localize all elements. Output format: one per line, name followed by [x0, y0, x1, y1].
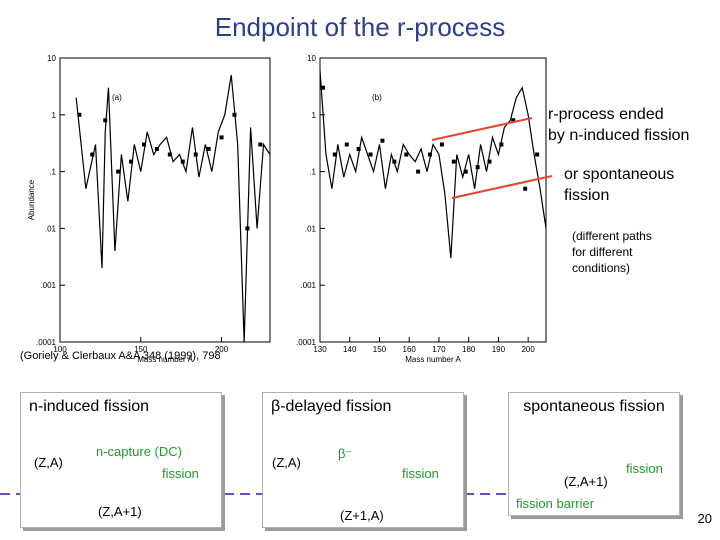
- abundance-point: [392, 159, 397, 164]
- abundance-line: [319, 70, 547, 259]
- abundance-point: [499, 142, 504, 147]
- spontaneous-title: spontaneous fission: [523, 398, 665, 415]
- abundance-point: [511, 118, 516, 123]
- label-fission-1: fission: [162, 466, 199, 481]
- x-tick-label: 150: [134, 345, 148, 354]
- annotation-paths-1: (different paths: [572, 229, 652, 243]
- x-tick-label: 170: [432, 345, 446, 354]
- x-tick-label: 190: [492, 345, 506, 354]
- abundance-point: [90, 152, 95, 157]
- label-fission-2: fission: [402, 466, 439, 481]
- label-fission-3: fission: [626, 461, 663, 476]
- y-tick-label: 1: [312, 111, 317, 120]
- y-tick-label: .001: [40, 281, 56, 290]
- abundance-point: [129, 159, 134, 164]
- beta-delayed-box: β-delayed fission: [262, 392, 464, 528]
- y-tick-label: .01: [45, 224, 57, 233]
- y-tick-label: .01: [305, 224, 317, 233]
- label-fission-barrier: fission barrier: [516, 496, 595, 511]
- page-title: Endpoint of the r-process: [214, 12, 506, 42]
- n-induced-title: n-induced fission: [29, 398, 150, 415]
- abundance-point: [428, 152, 433, 157]
- abundance-point: [535, 152, 540, 157]
- abundance-point: [193, 152, 198, 157]
- spontaneous-box: spontaneous fission: [508, 392, 680, 516]
- abundance-line: [75, 75, 271, 343]
- y-tick-label: .0001: [296, 338, 317, 347]
- x-tick-label: 180: [462, 345, 476, 354]
- y-tick-label: 10: [307, 54, 316, 63]
- abundance-point: [463, 169, 468, 174]
- abundance-point: [320, 85, 325, 90]
- label-za1-3: (Z,A+1): [564, 474, 608, 489]
- citation: (Goriely & Clerbaux A&A 348 (1999), 798: [20, 350, 221, 362]
- annotation-paths-2: for different: [572, 245, 633, 259]
- label-beta-minus: β⁻: [338, 446, 353, 461]
- y-tick-label: 10: [47, 54, 56, 63]
- y-tick-label: 1: [52, 111, 57, 120]
- page-number: 20: [697, 511, 712, 526]
- y-tick-label: .1: [309, 168, 316, 177]
- abundance-point: [380, 138, 385, 143]
- annotation-fission-1: r-process ended: [548, 106, 664, 123]
- y-tick-label: .0001: [36, 338, 57, 347]
- annotation-spontaneous-2: fission: [564, 187, 610, 204]
- arrow-spontaneous-line: [451, 175, 553, 199]
- abundance-point: [232, 112, 237, 117]
- abundance-point: [439, 142, 444, 147]
- abundance-point: [180, 159, 185, 164]
- label-n-capture: n-capture (DC): [96, 444, 182, 459]
- x-axis-label: Mass number A: [137, 355, 193, 364]
- abundance-point: [103, 118, 108, 123]
- abundance-point: [245, 226, 250, 231]
- y-tick-label: .001: [300, 281, 316, 290]
- abundance-point: [523, 186, 528, 191]
- abundance-point: [487, 159, 492, 164]
- label-za1-1: (Z,A+1): [98, 504, 142, 519]
- x-tick-label: 130: [313, 345, 327, 354]
- x-tick-label: 200: [215, 345, 229, 354]
- arrow-fission-line: [431, 117, 533, 141]
- plot-frame: [59, 57, 271, 343]
- abundance-point: [167, 152, 172, 157]
- n-induced-box: n-induced fission: [20, 392, 222, 528]
- x-tick-label: 140: [343, 345, 357, 354]
- abundance-point: [142, 142, 146, 147]
- label-z1a: (Z+1,A): [340, 508, 384, 523]
- abundance-point: [116, 169, 121, 174]
- annotation-paths-3: conditions): [572, 261, 631, 275]
- x-tick-label: 200: [521, 345, 535, 354]
- label-za-2: (Z,A): [272, 455, 301, 470]
- abundance-point: [258, 142, 263, 147]
- annotation-fission-2: by n-induced fission: [548, 127, 690, 144]
- abundance-point: [475, 165, 480, 170]
- y-tick-label: .1: [49, 168, 56, 177]
- x-axis-label: Mass number A: [405, 355, 461, 364]
- abundance-point: [206, 146, 211, 151]
- abundance-point: [344, 142, 349, 147]
- panel-label: (b): [372, 93, 382, 102]
- abundance-point: [368, 152, 373, 157]
- y-axis-label: Abundance: [27, 179, 36, 220]
- x-tick-label: 150: [373, 345, 387, 354]
- plot-frame: [319, 57, 547, 343]
- abundance-point: [219, 135, 224, 140]
- abundance-point: [356, 146, 361, 151]
- abundance-point: [404, 152, 409, 157]
- abundance-point: [154, 146, 159, 151]
- abundance-point: [416, 169, 421, 174]
- abundance-point: [77, 112, 82, 117]
- x-tick-label: 100: [53, 345, 67, 354]
- beta-delayed-title: β-delayed fission: [271, 398, 392, 415]
- annotation-spontaneous-1: or spontaneous: [564, 166, 675, 183]
- abundance-point: [451, 159, 456, 164]
- x-tick-label: 160: [403, 345, 417, 354]
- panel-label: (a): [112, 93, 122, 102]
- abundance-point: [332, 152, 337, 157]
- label-za-1: (Z,A): [34, 455, 63, 470]
